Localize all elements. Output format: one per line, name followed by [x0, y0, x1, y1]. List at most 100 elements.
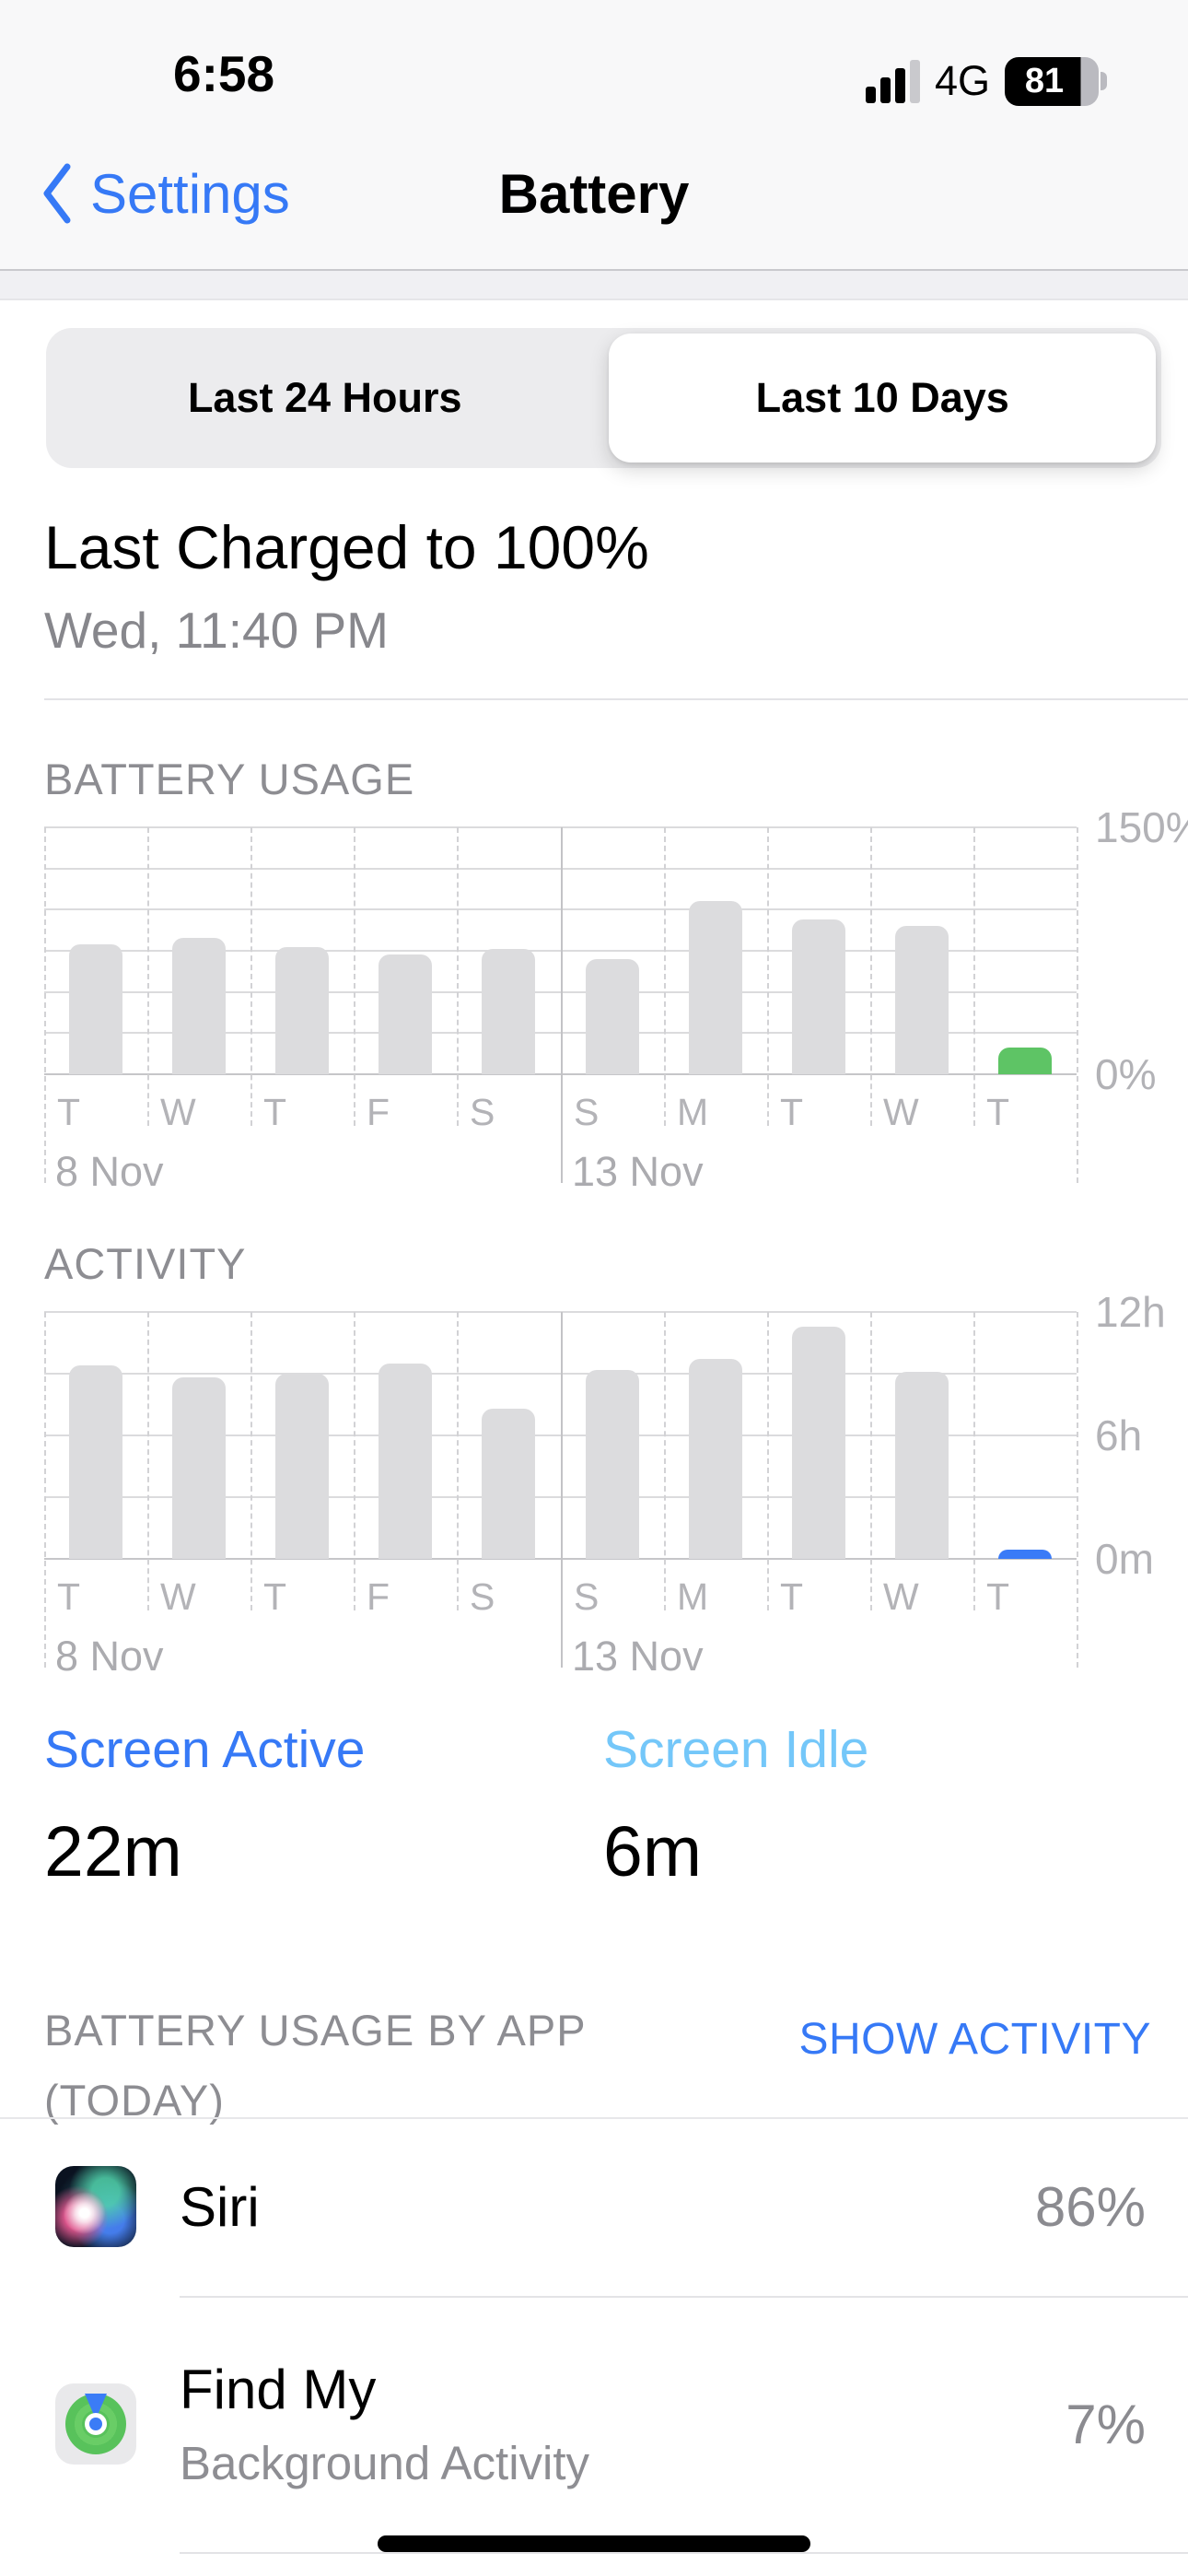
- chart-bar-W-8[interactable]: [895, 926, 949, 1074]
- chart-gridline: [44, 1032, 1077, 1035]
- chart-day-label: W: [883, 1091, 919, 1133]
- chart-bar-W-1[interactable]: [172, 1377, 226, 1559]
- screen-idle-stat: Screen Idle 6m: [603, 1719, 868, 1893]
- segment-last-10-days[interactable]: Last 10 Days: [755, 374, 1009, 421]
- chart-day-label: S: [470, 1091, 495, 1133]
- battery-status-icon: 81: [1005, 56, 1107, 106]
- battery-percent-label: 81: [1005, 56, 1099, 106]
- chart-bar-S-5[interactable]: [586, 1369, 639, 1559]
- chart-day-boundary: [354, 1312, 355, 1610]
- navigation-bar: Settings Battery: [0, 120, 1188, 267]
- divider: [180, 2552, 1188, 2554]
- time-range-segmented-control: Last 24 Hours Last 10 Days: [46, 328, 1161, 468]
- chart-gridline: [44, 990, 1077, 993]
- chevron-left-icon: [43, 163, 71, 224]
- chart-date-label: 8 Nov: [55, 1148, 164, 1195]
- chart-day-boundary: [664, 827, 666, 1126]
- screen-active-stat: Screen Active 22m: [44, 1719, 366, 1893]
- divider: [44, 698, 1188, 700]
- chart-day-boundary: [250, 827, 252, 1126]
- chart-day-label: T: [780, 1091, 804, 1133]
- chart-day-boundary: [767, 1312, 769, 1610]
- chart-gridline: [44, 826, 1077, 828]
- chart-bar-T-7[interactable]: [792, 919, 845, 1074]
- chart-day-boundary: [44, 827, 46, 1183]
- back-button[interactable]: Settings: [41, 120, 290, 267]
- chart-bar-T-9[interactable]: [998, 1048, 1052, 1074]
- siri-app-icon: [55, 2166, 136, 2247]
- chart-bar-S-4[interactable]: [482, 1408, 535, 1559]
- chart-day-label: T: [263, 1575, 287, 1618]
- segment-last-24-hours[interactable]: Last 24 Hours: [187, 374, 462, 421]
- chart-day-label: T: [986, 1091, 1010, 1133]
- chart-day-boundary: [147, 1312, 149, 1610]
- chart-gridline: [44, 1496, 1077, 1498]
- chart-bar-T-2[interactable]: [275, 947, 329, 1074]
- divider: [0, 2117, 1188, 2119]
- chart-day-label: M: [677, 1091, 709, 1133]
- show-activity-button[interactable]: SHOW ACTIVITY: [798, 2015, 1151, 2064]
- chart-bar-F-3[interactable]: [379, 1363, 432, 1559]
- page-title: Battery: [498, 162, 690, 225]
- chart-day-label: T: [986, 1575, 1010, 1618]
- chart-gridline: [44, 908, 1077, 911]
- activity-chart[interactable]: 12h 6h 0m T W T F S S M T W T 8 Nov 13 Nov: [44, 1291, 1166, 1680]
- chart-ytick-label: 0%: [1095, 1050, 1157, 1098]
- chart-bar-F-3[interactable]: [379, 954, 432, 1074]
- last-charged-timestamp: Wed, 11:40 PM: [44, 602, 389, 659]
- chart-bar-W-8[interactable]: [895, 1371, 949, 1559]
- chart-day-boundary: [973, 827, 975, 1126]
- app-name: Siri: [180, 2175, 260, 2238]
- chart-bar-S-5[interactable]: [586, 958, 639, 1074]
- chart-bar-T-7[interactable]: [792, 1326, 845, 1559]
- chart-date-label: 8 Nov: [55, 1633, 164, 1680]
- chart-day-label: T: [263, 1091, 287, 1133]
- activity-section-header: ACTIVITY: [44, 1239, 247, 1288]
- chart-gridline: [44, 1373, 1077, 1375]
- chart-day-boundary: [44, 1312, 46, 1668]
- chart-day-label: F: [367, 1091, 390, 1133]
- chart-day-label: S: [470, 1575, 495, 1618]
- screen-idle-value: 6m: [603, 1812, 702, 1891]
- last-charged-title: Last Charged to 100%: [44, 513, 649, 581]
- chart-day-label: T: [780, 1575, 804, 1618]
- app-row-siri[interactable]: Siri 86%: [0, 2117, 1188, 2296]
- chart-gridline: [44, 1434, 1077, 1436]
- chart-bar-T-2[interactable]: [275, 1374, 329, 1559]
- chart-gridline: [44, 1311, 1077, 1313]
- chart-bar-M-6[interactable]: [689, 1359, 742, 1559]
- chart-day-label: M: [677, 1575, 709, 1618]
- chart-date-label: 13 Nov: [572, 1633, 704, 1680]
- screen-idle-label: Screen Idle: [603, 1720, 869, 1779]
- chart-bar-M-6[interactable]: [689, 901, 742, 1074]
- chart-day-label: W: [160, 1091, 196, 1133]
- chart-gridline: [44, 1558, 1077, 1560]
- chart-day-label: S: [574, 1091, 600, 1133]
- screen-active-label: Screen Active: [44, 1720, 366, 1779]
- chart-day-boundary: [664, 1312, 666, 1610]
- home-indicator[interactable]: [378, 2535, 810, 2552]
- chart-day-boundary: [561, 1312, 563, 1668]
- chart-day-label: F: [367, 1575, 390, 1618]
- chart-bar-W-1[interactable]: [172, 937, 226, 1074]
- chart-day-boundary: [973, 1312, 975, 1610]
- back-button-label: Settings: [90, 162, 290, 225]
- network-type-label: 4G: [934, 57, 990, 104]
- battery-usage-chart[interactable]: 150% 0% T W T F S S M T W T 8 Nov 13 Nov: [44, 806, 1188, 1195]
- battery-icon-tip: [1101, 72, 1107, 90]
- chart-bar-T-0[interactable]: [69, 1365, 122, 1559]
- chart-day-label: W: [883, 1575, 919, 1618]
- app-subtitle: Background Activity: [180, 2437, 590, 2489]
- status-nav-background: [0, 0, 1188, 271]
- chart-gridline: [44, 867, 1077, 870]
- chart-bar-T-0[interactable]: [69, 943, 122, 1074]
- app-row-find-my[interactable]: Find My Background Activity 7%: [0, 2296, 1188, 2552]
- chart-bar-S-4[interactable]: [482, 949, 535, 1074]
- chart-gridline: [44, 1073, 1077, 1075]
- chart-day-label: S: [574, 1575, 600, 1618]
- chart-ytick-label: 6h: [1095, 1411, 1143, 1459]
- chart-day-label: T: [57, 1575, 81, 1618]
- chart-bar-T-9[interactable]: [998, 1549, 1052, 1559]
- chart-day-boundary: [767, 827, 769, 1126]
- battery-usage-by-app-header: BATTERY USAGE BY APP (TODAY): [44, 2006, 586, 2125]
